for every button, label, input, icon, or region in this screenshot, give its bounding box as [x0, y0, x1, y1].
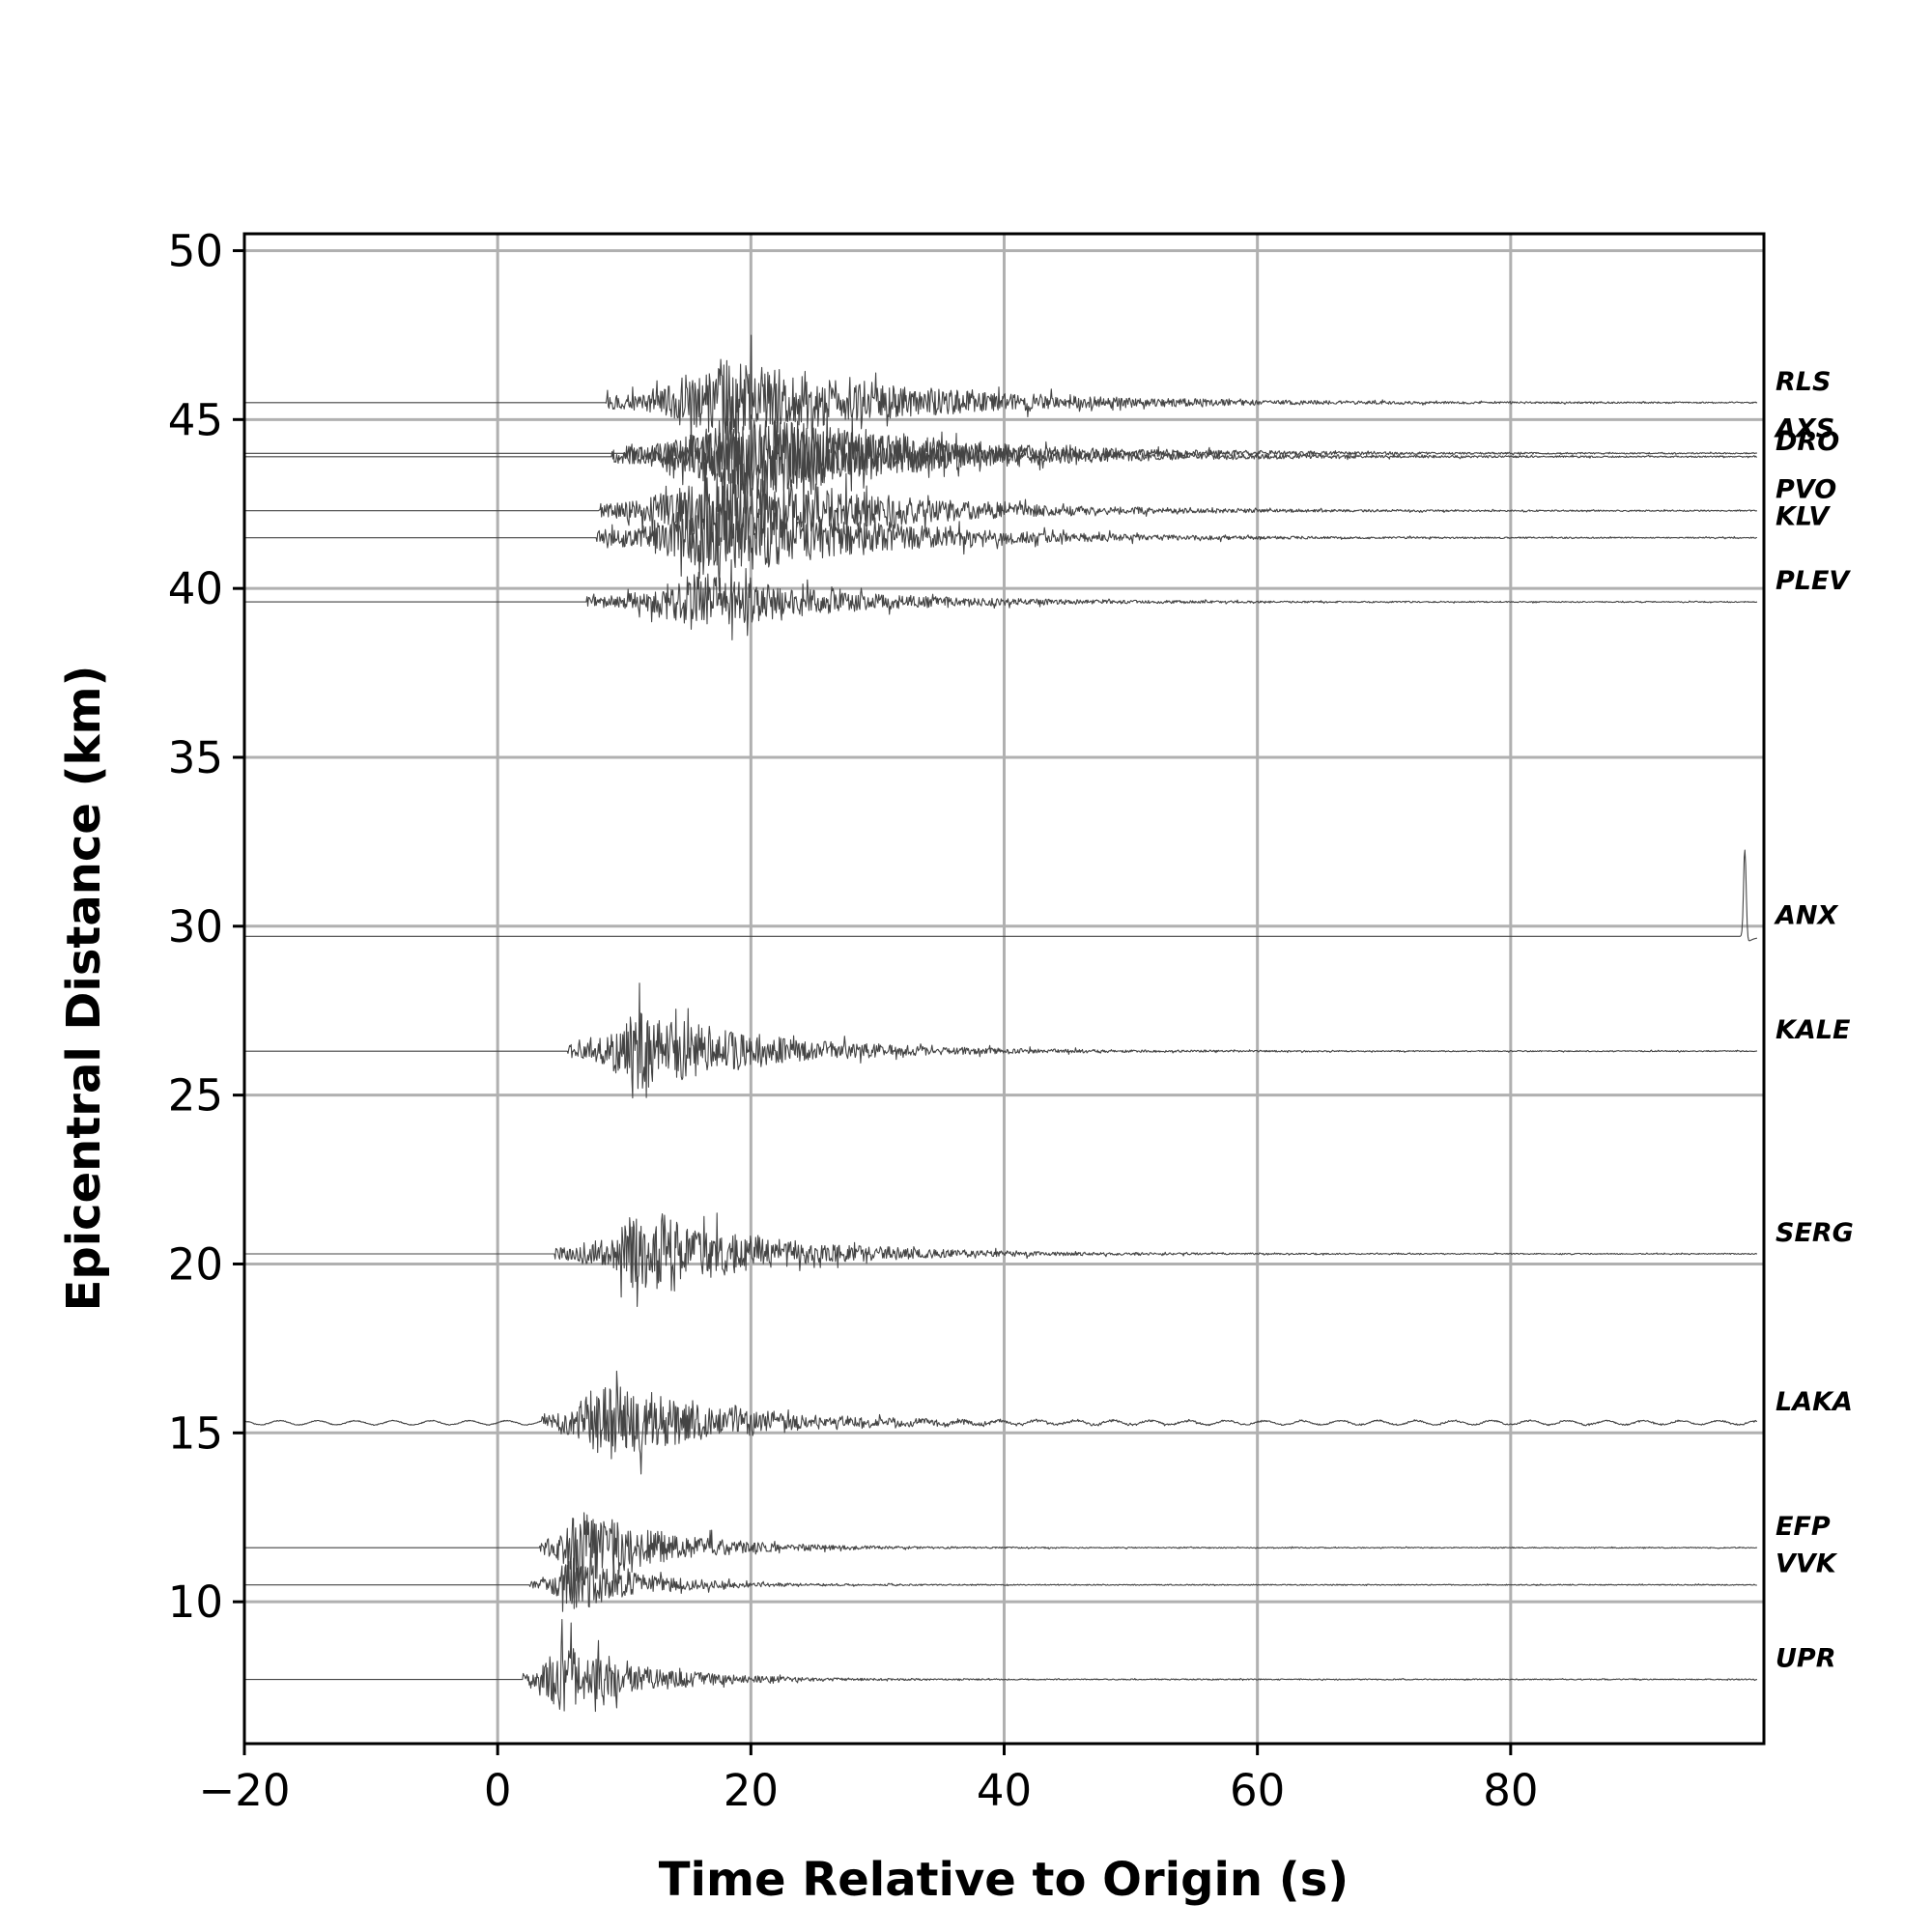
trace-pvo: [244, 462, 1757, 554]
station-label-vvk: VVK: [1776, 1549, 1838, 1579]
trace-dro: [244, 379, 1757, 518]
x-tick-label: 20: [724, 1765, 779, 1816]
y-tick-label: 15: [168, 1407, 223, 1459]
trace-klv: [244, 461, 1757, 592]
station-label-klv: KLV: [1776, 502, 1831, 532]
seismogram-traces: [243, 334, 1758, 1713]
x-tick-label: −20: [199, 1765, 291, 1816]
trace-rls: [244, 334, 1758, 444]
y-tick-label: 35: [168, 732, 223, 783]
y-tick-label: 40: [168, 563, 223, 614]
station-label-efp: EFP: [1776, 1512, 1831, 1542]
y-tick-label: 20: [168, 1238, 223, 1290]
trace-axs: [244, 408, 1758, 496]
trace-efp: [244, 1512, 1758, 1609]
station-label-pvo: PVO: [1776, 475, 1836, 505]
station-label-serg: SERG: [1776, 1218, 1854, 1248]
trace-laka: [243, 1370, 1757, 1475]
station-label-axs: AXS: [1774, 413, 1834, 443]
trace-serg: [244, 1212, 1758, 1308]
y-tick-label: 30: [168, 901, 223, 952]
y-axis-ticks: 10 15 20 25 30 35 40 45 50: [168, 225, 244, 1628]
x-tick-label: 60: [1230, 1765, 1285, 1816]
y-tick-label: 10: [168, 1577, 223, 1628]
station-label-kale: KALE: [1776, 1015, 1851, 1045]
station-label-rls: RLS: [1776, 367, 1831, 397]
x-tick-label: 0: [484, 1765, 512, 1816]
trace-vvk: [244, 1542, 1757, 1612]
y-tick-label: 25: [168, 1070, 223, 1122]
station-label-upr: UPR: [1776, 1644, 1836, 1674]
grid: [242, 234, 1764, 1744]
x-axis-ticks: −20 0 20 40 60 80: [199, 1744, 1538, 1816]
x-axis-label: Time Relative to Origin (s): [659, 1853, 1350, 1907]
trace-anx: [244, 849, 1758, 942]
x-tick-label: 80: [1483, 1765, 1538, 1816]
station-label-laka: LAKA: [1776, 1387, 1853, 1417]
x-tick-label: 40: [977, 1765, 1032, 1816]
station-label-dro: DRO: [1776, 427, 1839, 457]
station-label-plev: PLEV: [1776, 566, 1851, 596]
y-tick-label: 50: [168, 225, 223, 276]
y-axis-label: Epicentral Distance (km): [57, 666, 111, 1312]
trace-kale: [244, 982, 1758, 1099]
trace-upr: [244, 1618, 1758, 1713]
trace-plev: [244, 558, 1758, 640]
y-tick-label: 45: [168, 394, 223, 445]
station-label-anx: ANX: [1774, 900, 1838, 930]
